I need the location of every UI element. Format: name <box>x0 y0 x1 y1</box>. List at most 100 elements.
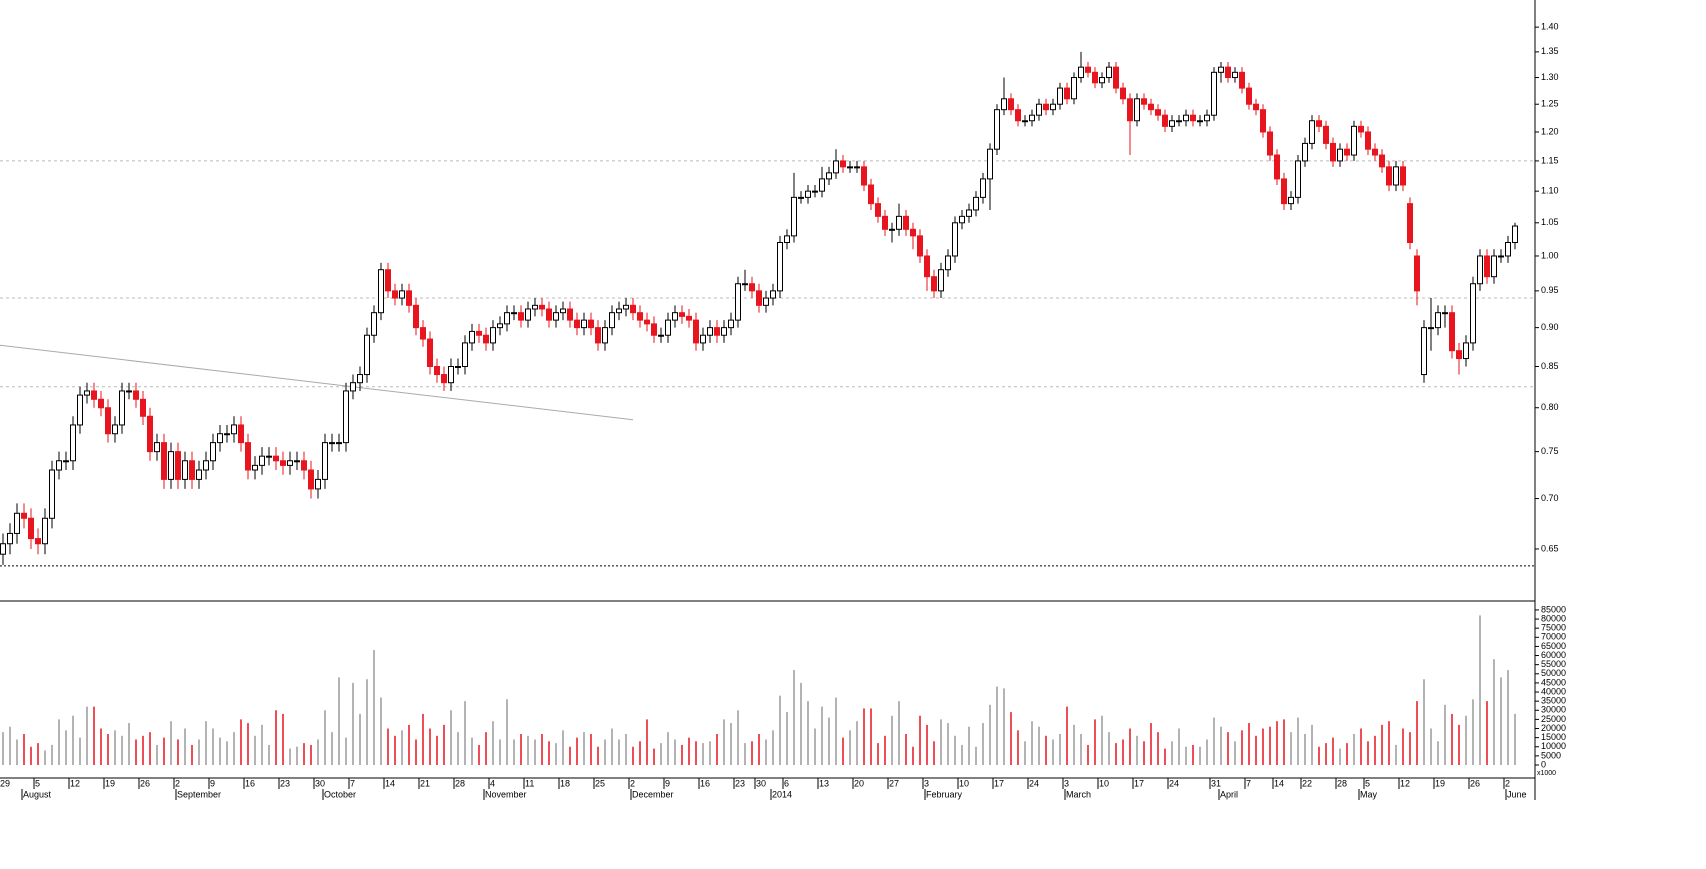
volume-bar <box>422 713 424 765</box>
volume-bar <box>163 737 165 765</box>
volume-bar <box>1290 732 1292 765</box>
candle-body <box>1127 98 1133 122</box>
candle-body <box>553 312 559 321</box>
candle-body <box>161 442 167 480</box>
volume-bar <box>86 706 88 765</box>
volume-bar <box>1409 732 1411 765</box>
candle-body <box>875 203 881 217</box>
candle-body <box>1008 98 1014 111</box>
volume-bar <box>1367 741 1369 765</box>
volume-bar <box>394 735 396 765</box>
volume-bar <box>387 728 389 765</box>
candle-body <box>504 312 510 325</box>
candle-body <box>1064 87 1070 100</box>
volume-bar <box>478 744 480 765</box>
volume-bar <box>590 733 592 765</box>
volume-bar <box>135 739 137 765</box>
candle-body <box>434 366 440 376</box>
volume-bar <box>345 737 347 765</box>
candle-body <box>385 269 391 292</box>
volume-bar <box>1087 744 1089 765</box>
candle-body <box>42 517 48 545</box>
x-tick-label: 31 <box>1211 778 1221 788</box>
y-tick-label: 55000 <box>1541 659 1566 669</box>
y-tick-label: 1.05 <box>1541 217 1559 227</box>
x-tick-label: 9 <box>665 778 670 788</box>
volume-bar <box>1360 728 1362 765</box>
candle-body <box>980 178 986 198</box>
candle-body <box>175 451 181 480</box>
volume-bar <box>93 706 95 765</box>
candle-body <box>756 290 762 306</box>
volume-bar <box>723 719 725 765</box>
candle-body <box>1274 154 1280 180</box>
candle-body <box>868 184 874 205</box>
candle-body <box>1183 114 1189 122</box>
volume-bar <box>457 732 459 765</box>
volume-bar <box>751 741 753 765</box>
volume-bar <box>1227 732 1229 765</box>
candle-body <box>203 460 209 471</box>
y-tick-label: 15000 <box>1541 732 1566 742</box>
volume-bar <box>1052 739 1054 765</box>
candle-body <box>14 512 20 534</box>
candle-body <box>945 255 951 271</box>
candle-body <box>1022 120 1028 123</box>
x-tick-label: 11 <box>525 778 534 788</box>
candle-body <box>133 390 139 400</box>
volume-bar <box>352 682 354 765</box>
volume-bar <box>604 739 606 765</box>
volume-bar <box>212 728 214 765</box>
candle-body <box>1232 71 1238 79</box>
candle-body <box>882 215 888 230</box>
x-tick-label: 28 <box>1337 778 1347 788</box>
volume-bar <box>1171 741 1173 765</box>
volume-bar <box>1185 746 1187 765</box>
candle-body <box>238 424 244 444</box>
volume-bar <box>282 713 284 765</box>
candle-body <box>28 517 34 540</box>
candle-body <box>119 390 125 426</box>
candle-body <box>861 166 867 186</box>
candle-body <box>1344 148 1350 156</box>
volume-bar <box>1339 748 1341 765</box>
candle-body <box>189 460 195 480</box>
volume-bar <box>9 726 11 765</box>
volume-bar <box>401 730 403 765</box>
candle-body <box>623 304 629 310</box>
candle-body <box>1302 142 1308 162</box>
volume-bar <box>1465 715 1467 765</box>
candle-body <box>399 290 405 299</box>
volume-bar <box>1262 728 1264 765</box>
candle-body <box>308 469 314 490</box>
volume-bar <box>1507 670 1509 765</box>
candle-body <box>1085 66 1091 73</box>
volume-bar <box>464 701 466 765</box>
candle-body <box>581 319 587 329</box>
x-tick-label: 24 <box>1169 778 1179 788</box>
x-tick-label: 28 <box>455 778 465 788</box>
volume-bar <box>611 728 613 765</box>
volume-bar <box>1374 735 1376 765</box>
candle-body <box>742 283 748 286</box>
candle-body <box>140 398 146 417</box>
volume-bar <box>548 741 550 765</box>
candle-body <box>1190 114 1196 122</box>
volume-bar <box>1304 733 1306 765</box>
volume-bar <box>1486 701 1488 765</box>
volume-bar <box>1094 719 1096 765</box>
volume-bar <box>828 717 830 765</box>
x-tick-label: 7 <box>350 778 355 788</box>
x-tick-label: 2 <box>630 778 635 788</box>
volume-bar <box>1402 728 1404 765</box>
volume-bar <box>79 737 81 765</box>
volume-bar <box>275 710 277 765</box>
candle-body <box>735 283 741 321</box>
candle-body <box>371 312 377 336</box>
volume-bar <box>989 704 991 765</box>
volume-bar <box>16 739 18 765</box>
volume-bar <box>765 739 767 765</box>
volume-bar <box>121 735 123 765</box>
candle-body <box>1106 66 1112 79</box>
volume-bar <box>1297 717 1299 765</box>
